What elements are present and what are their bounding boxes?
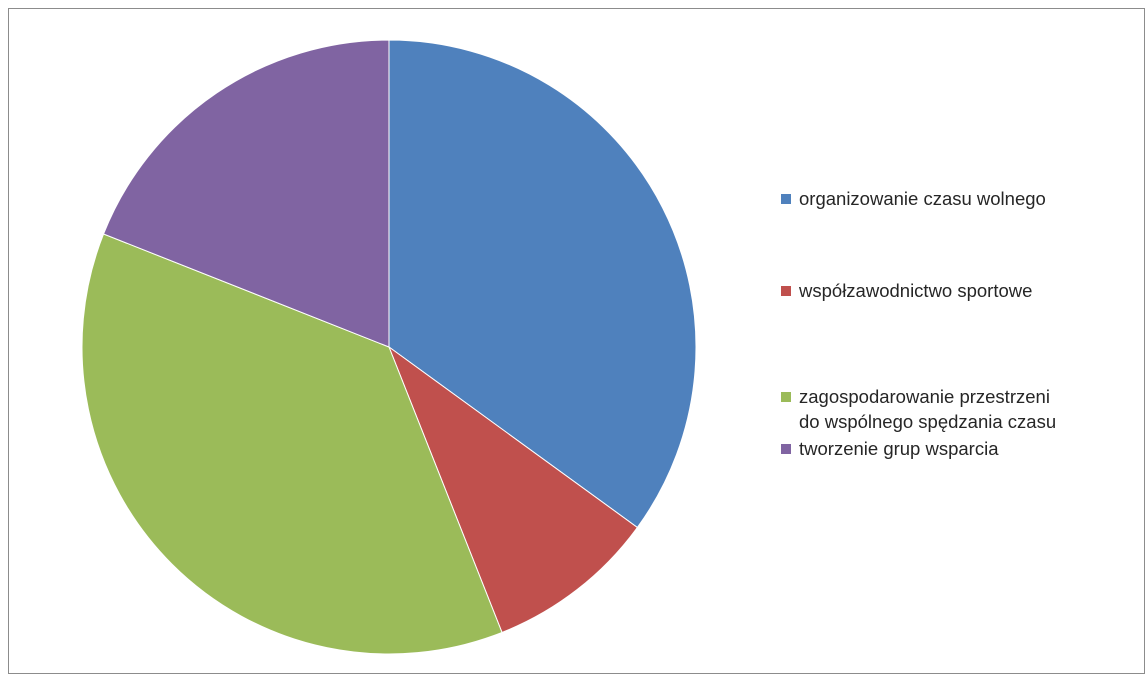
legend-label-organizowanie: organizowanie czasu wolnego: [799, 188, 1046, 209]
legend-item-organizowanie: organizowanie czasu wolnego: [781, 186, 1046, 211]
legend-swatch-wspolzawodnictwo: [781, 286, 791, 296]
legend-swatch-zagospodarowanie: [781, 392, 791, 402]
legend-swatch-tworzenie: [781, 444, 791, 454]
pie-slice-organizowanie: [388, 39, 697, 529]
legend-item-wspolzawodnictwo: współzawodnictwo sportowe: [781, 278, 1032, 303]
legend-item-zagospodarowanie: zagospodarowanie przestrzeni do wspólneg…: [781, 384, 1056, 434]
legend-label-tworzenie: tworzenie grup wsparcia: [799, 438, 999, 459]
legend-item-tworzenie: tworzenie grup wsparcia: [781, 436, 998, 461]
legend-swatch-organizowanie: [781, 194, 791, 204]
pie-slice-zagospodarowanie: [81, 233, 503, 655]
pie-slice-wspolzawodnictwo: [387, 345, 639, 634]
legend-label-wspolzawodnictwo: współzawodnictwo sportowe: [799, 280, 1033, 301]
pie-slice-tworzenie: [102, 39, 390, 348]
legend-label-zagospodarowanie: zagospodarowanie przestrzeni do wspólneg…: [799, 386, 1057, 432]
